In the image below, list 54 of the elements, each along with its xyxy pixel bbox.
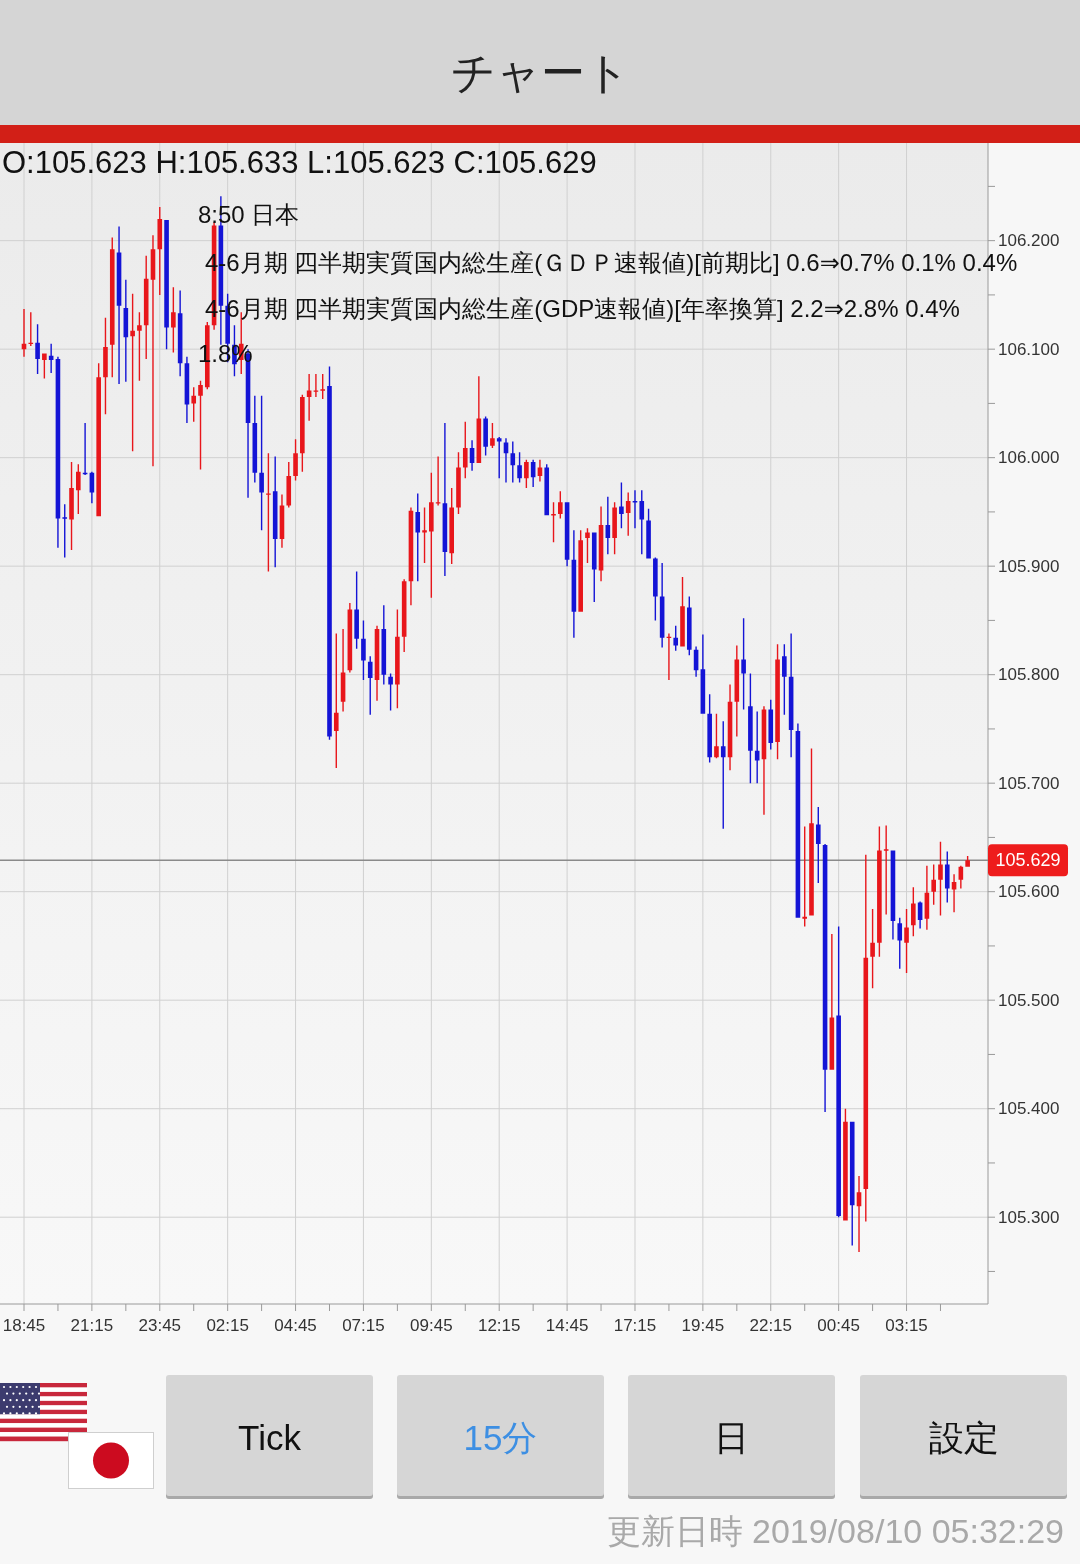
- x-tick-label: 22:15: [749, 1316, 793, 1335]
- x-tick-label: 19:45: [681, 1316, 725, 1335]
- x-tick-label: 07:15: [342, 1316, 385, 1335]
- candlestick: [951, 874, 957, 913]
- candlestick: [883, 825, 889, 915]
- x-tick-label: 02:15: [206, 1316, 249, 1335]
- x-tick-label: 09:45: [410, 1316, 453, 1335]
- candlestick: [856, 1175, 862, 1252]
- candlestick: [150, 235, 156, 467]
- candlestick: [625, 492, 631, 536]
- ref-line-label: 105.629: [995, 850, 1061, 871]
- candlestick: [435, 456, 441, 506]
- chart-subtitle: O:105.623 H:105.633 L:105.623 C:105.629: [2, 145, 597, 180]
- y-tick-label: 106.000: [998, 448, 1060, 468]
- y-tick-label: 105.900: [998, 556, 1060, 576]
- x-tick-label: 18:45: [2, 1316, 46, 1335]
- y-tick-label: 105.700: [998, 773, 1060, 793]
- x-tick-label: 00:45: [817, 1316, 860, 1335]
- candlestick: [123, 279, 129, 382]
- y-tick-label: 106.200: [998, 231, 1060, 251]
- text: 15分: [463, 1417, 538, 1457]
- x-tick-label: 21:15: [70, 1316, 114, 1335]
- text: 日: [714, 1417, 749, 1457]
- y-tick-label: 105.300: [998, 1207, 1060, 1227]
- x-tick-label: 14:45: [545, 1316, 589, 1335]
- candlestick: [503, 438, 509, 483]
- y-tick-label: 106.100: [998, 339, 1060, 359]
- candlestick: [21, 309, 27, 357]
- candlestick: [306, 374, 312, 421]
- y-tick-label: 105.800: [998, 665, 1060, 685]
- x-tick-label: 12:15: [477, 1316, 521, 1335]
- candlestick: [116, 226, 122, 384]
- y-tick-label: 105.600: [998, 882, 1060, 902]
- x-tick-label: 04:45: [274, 1316, 317, 1335]
- x-tick-label: 17:15: [613, 1316, 657, 1335]
- chart-title: チャート: [450, 48, 630, 97]
- text: 更新日時 2019/08/10 05:32:29: [606, 1512, 1064, 1550]
- candlestick: [143, 255, 149, 359]
- candlestick: [863, 854, 869, 1222]
- candlestick: [442, 422, 448, 576]
- candlestick: [754, 711, 760, 784]
- y-tick-label: 105.400: [998, 1099, 1060, 1119]
- candlestick: [381, 605, 387, 685]
- candlestick: [632, 490, 638, 529]
- text: Tick: [238, 1417, 302, 1457]
- candlestick: [48, 343, 54, 374]
- x-tick-label: 03:15: [885, 1316, 928, 1335]
- candlestick: [313, 374, 319, 397]
- candlestick: [605, 496, 611, 555]
- y-tick-label: 105.500: [998, 990, 1060, 1010]
- text: 設定: [928, 1417, 999, 1457]
- candlestick: [666, 633, 672, 681]
- candlestick: [82, 422, 88, 476]
- x-tick-label: 23:45: [138, 1316, 182, 1335]
